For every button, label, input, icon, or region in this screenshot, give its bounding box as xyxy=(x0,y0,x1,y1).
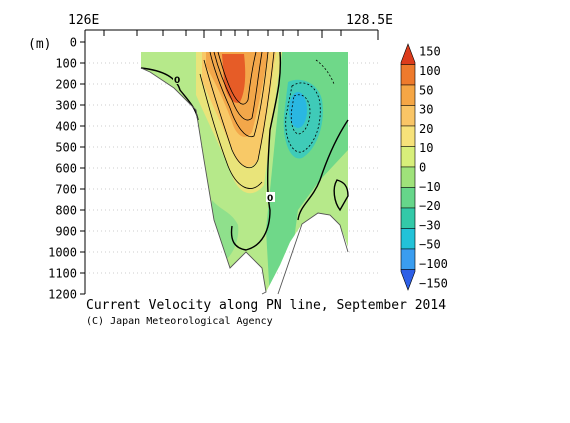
chart-title: Current Velocity along PN line, Septembe… xyxy=(86,298,446,313)
colorbar-label: 50 xyxy=(419,83,433,97)
y-tick-label: 1000 xyxy=(48,246,77,260)
contour-label-zero-west: 0 xyxy=(173,74,182,86)
y-axis-ticks: 0 100 200 300 400 500 600 700 800 900 1000 1100 1200 xyxy=(48,36,85,302)
y-tick-label: 1200 xyxy=(48,288,77,302)
positive-contour-2 xyxy=(213,51,263,121)
colorbar-label: −100 xyxy=(419,257,448,271)
colorbar-swatch xyxy=(400,105,416,127)
y-unit-label: (m) xyxy=(28,37,51,52)
colorbar-label: −50 xyxy=(419,238,441,252)
contour-label-zero-center: 0 xyxy=(266,192,275,204)
colorbar-swatch xyxy=(400,269,416,291)
zero-contour-east xyxy=(297,119,349,221)
colorbar-swatch xyxy=(400,248,416,270)
y-tick-label: 900 xyxy=(55,225,77,239)
y-tick-label: 100 xyxy=(55,57,77,71)
positive-contour-5 xyxy=(199,73,263,189)
y-tick-label: 0 xyxy=(70,36,77,50)
colorbar-label: 100 xyxy=(419,64,441,78)
y-tick-label: 400 xyxy=(55,120,77,134)
zero-contour-west xyxy=(140,67,199,121)
colorbar-swatch xyxy=(400,166,416,188)
svg-text:0: 0 xyxy=(267,194,273,204)
y-tick-label: 800 xyxy=(55,204,77,218)
zero-contour-blob xyxy=(333,179,349,212)
y-tick-label: 200 xyxy=(55,78,77,92)
colorbar-swatch xyxy=(400,187,416,209)
westward-core-max xyxy=(289,92,307,128)
top-axis-ticks xyxy=(84,30,379,40)
colorbar-swatch xyxy=(400,207,416,229)
colorbar-swatch xyxy=(400,146,416,168)
colorbar-label: −10 xyxy=(419,180,441,194)
colorbar-swatch xyxy=(400,43,416,65)
bottom-topography xyxy=(140,67,349,295)
colorbar-swatch xyxy=(400,64,416,86)
colorbar-swatch xyxy=(400,228,416,250)
y-tick-label: 700 xyxy=(55,183,77,197)
top-axis-label-left: 126E xyxy=(68,13,99,28)
velocity-field xyxy=(141,52,348,292)
zero-contour-main xyxy=(230,51,282,251)
y-tick-label: 500 xyxy=(55,141,77,155)
svg-text:0: 0 xyxy=(174,76,180,86)
colorbar-label: 0 xyxy=(419,161,426,175)
colorbar-label: 20 xyxy=(419,122,433,136)
colorbar-label: −150 xyxy=(419,276,448,290)
contour-lines xyxy=(140,51,349,251)
colorbar-swatch xyxy=(400,84,416,106)
positive-contour-1 xyxy=(209,51,269,138)
top-axis: 126E 128.5E xyxy=(68,13,393,40)
positive-contour-4 xyxy=(203,51,275,169)
colorbar-label: −20 xyxy=(419,199,441,213)
colorbar-label: 150 xyxy=(419,45,441,59)
top-axis-label-right: 128.5E xyxy=(346,13,393,28)
colorbar-swatch xyxy=(400,125,416,147)
colorbar-label: 30 xyxy=(419,103,433,117)
y-tick-label: 300 xyxy=(55,99,77,113)
y-tick-label: 600 xyxy=(55,162,77,176)
colorbar-label: 10 xyxy=(419,141,433,155)
colorbar-label: −30 xyxy=(419,218,441,232)
negative-contour-1 xyxy=(285,82,321,153)
positive-contour-3 xyxy=(217,51,257,105)
y-tick-label: 1100 xyxy=(48,267,77,281)
credit-text: (C) Japan Meteorological Agency xyxy=(86,316,273,327)
negative-contour-2 xyxy=(290,94,311,135)
